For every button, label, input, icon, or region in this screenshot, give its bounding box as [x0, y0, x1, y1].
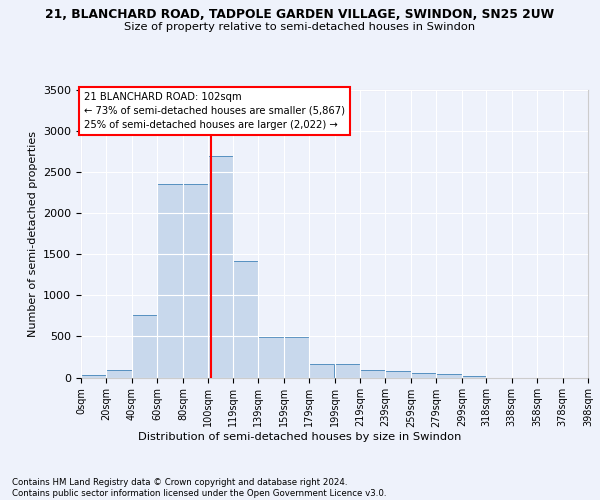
Bar	[106, 370, 132, 378]
Bar	[183, 184, 208, 378]
Bar	[157, 184, 183, 378]
Bar	[132, 315, 157, 378]
Bar	[309, 364, 335, 378]
Text: 21, BLANCHARD ROAD, TADPOLE GARDEN VILLAGE, SWINDON, SN25 2UW: 21, BLANCHARD ROAD, TADPOLE GARDEN VILLA…	[46, 8, 554, 20]
Text: Distribution of semi-detached houses by size in Swindon: Distribution of semi-detached houses by …	[139, 432, 461, 442]
Text: Size of property relative to semi-detached houses in Swindon: Size of property relative to semi-detach…	[124, 22, 476, 32]
Bar	[360, 370, 385, 378]
Bar	[233, 261, 258, 378]
Bar	[284, 337, 309, 378]
Bar	[258, 337, 284, 378]
Bar	[208, 156, 233, 378]
Bar	[385, 372, 411, 378]
Bar	[411, 373, 436, 378]
Text: Contains HM Land Registry data © Crown copyright and database right 2024.
Contai: Contains HM Land Registry data © Crown c…	[12, 478, 386, 498]
Bar	[335, 364, 360, 378]
Bar	[81, 375, 106, 378]
Bar	[436, 374, 462, 378]
Text: 21 BLANCHARD ROAD: 102sqm
← 73% of semi-detached houses are smaller (5,867)
25% : 21 BLANCHARD ROAD: 102sqm ← 73% of semi-…	[83, 92, 344, 130]
Bar	[462, 376, 486, 378]
Y-axis label: Number of semi-detached properties: Number of semi-detached properties	[28, 130, 38, 337]
